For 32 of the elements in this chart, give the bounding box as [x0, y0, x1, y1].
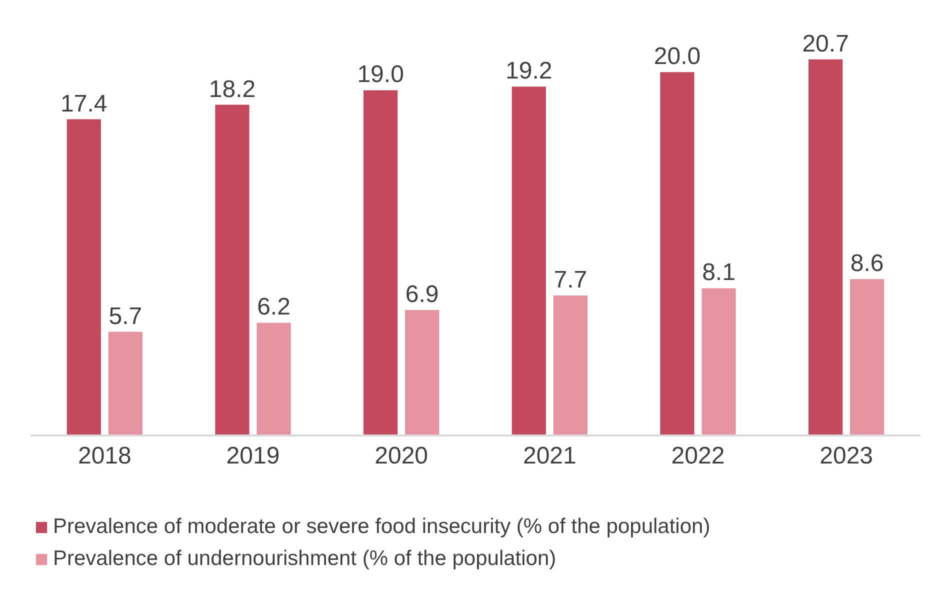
bar: [553, 295, 588, 436]
data-label: 20.7: [802, 30, 849, 58]
x-tick-label: 2021: [522, 442, 576, 470]
bar: [850, 279, 884, 436]
data-label: 8.1: [702, 259, 736, 286]
bar: [808, 59, 843, 436]
bar: [512, 86, 546, 436]
data-label: 6.9: [405, 281, 439, 308]
legend-label: Prevalence of undernourishment (% of the population): [53, 547, 556, 571]
data-label: 7.7: [554, 266, 588, 294]
data-label: 20.0: [654, 43, 701, 70]
bar: [702, 288, 736, 436]
data-label: 8.6: [850, 250, 884, 278]
bar: [215, 104, 250, 436]
bar: [108, 332, 142, 436]
x-tick-label: 2020: [374, 442, 428, 470]
legend-label: Prevalence of moderate or severe food insecurity (% of the population): [53, 515, 710, 539]
data-label: 18.2: [208, 76, 256, 103]
bar: [66, 119, 101, 436]
x-tick-label: 2023: [820, 442, 874, 470]
data-label: 6.2: [257, 294, 290, 321]
bar: [405, 310, 440, 436]
data-label: 19.2: [506, 58, 552, 85]
bar: [364, 90, 398, 436]
x-tick-label: 2019: [226, 442, 280, 470]
data-label: 5.7: [108, 302, 142, 330]
data-label: 19.0: [357, 61, 404, 88]
x-tick-label: 2018: [78, 442, 132, 470]
data-label: 17.4: [60, 90, 108, 118]
bar: [256, 322, 291, 436]
x-tick-label: 2022: [671, 442, 725, 470]
bar: [660, 72, 694, 436]
